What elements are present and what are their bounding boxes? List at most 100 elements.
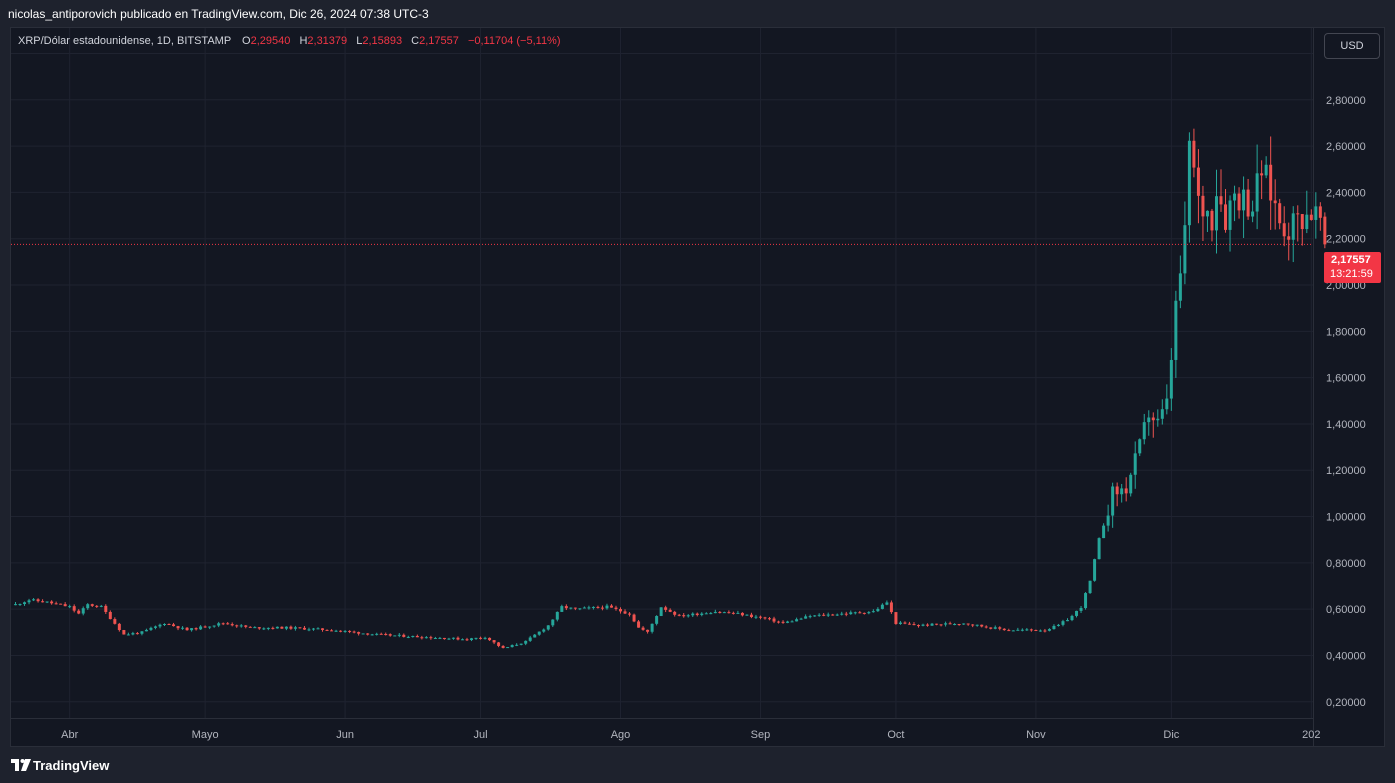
candle-body <box>849 612 853 615</box>
candle <box>298 627 302 629</box>
candle <box>578 608 582 611</box>
candle-body <box>275 626 279 629</box>
currency-button[interactable]: USD <box>1324 33 1380 59</box>
candle-body <box>921 624 925 626</box>
candle-body <box>573 607 577 609</box>
candle <box>239 624 243 628</box>
candle-body <box>447 638 451 640</box>
candle <box>415 634 419 638</box>
candle-body <box>1174 300 1178 360</box>
candle <box>424 636 428 639</box>
candle-body <box>393 635 397 637</box>
candle <box>1133 441 1137 489</box>
candle-body <box>54 603 58 605</box>
change-value: −0,11704 (−5,11%) <box>467 35 561 47</box>
candle-body <box>510 645 514 648</box>
candle-body <box>560 606 564 612</box>
candle-body <box>1097 538 1101 560</box>
candle <box>334 629 338 632</box>
candle-body <box>768 618 772 620</box>
candle <box>849 610 853 615</box>
candle <box>1196 149 1200 224</box>
candle <box>217 621 221 628</box>
candle-body <box>433 638 437 640</box>
candle-body <box>81 608 85 614</box>
candle <box>104 604 108 615</box>
symbol-name[interactable]: XRP/Dólar estadounidense, 1D, BITSTAMP <box>18 35 231 47</box>
candle-body <box>944 623 948 625</box>
brand-name[interactable]: TradingView <box>33 758 110 773</box>
last-price-badge: 2,17557 13:21:59 <box>1324 252 1381 283</box>
candle <box>167 623 171 626</box>
candle <box>885 600 889 606</box>
candle <box>804 614 808 619</box>
candle-body <box>501 645 505 648</box>
candle <box>1300 214 1304 246</box>
candle-body <box>1147 417 1151 423</box>
tradingview-logo-icon[interactable] <box>10 757 32 773</box>
candle <box>1061 619 1065 627</box>
candle <box>262 627 266 631</box>
price-tick-label: 1,60000 <box>1326 373 1366 385</box>
candle <box>492 640 496 645</box>
candlestick-chart[interactable]: 3,000002,800002,600002,400002,200002,000… <box>11 28 1384 746</box>
candle-body <box>194 628 198 630</box>
candle-body <box>1264 164 1268 176</box>
candle-body <box>379 633 383 635</box>
candle <box>293 625 297 631</box>
candle-body <box>239 625 243 627</box>
candle <box>1228 195 1232 252</box>
candle <box>54 601 58 605</box>
candle <box>1273 179 1277 230</box>
candle-body <box>731 612 735 614</box>
candle-body <box>221 623 225 625</box>
candle <box>957 623 961 626</box>
candle-body <box>424 637 428 639</box>
candle-body <box>1287 236 1291 240</box>
candle-body <box>1111 486 1115 516</box>
candle-body <box>153 626 157 628</box>
candle-body <box>420 637 424 639</box>
candle <box>948 621 952 625</box>
candle <box>758 615 762 620</box>
candle <box>1034 629 1038 631</box>
candle <box>1318 202 1322 231</box>
candle <box>153 625 157 630</box>
candle <box>628 612 632 617</box>
candle <box>623 609 627 615</box>
candle-body <box>984 626 988 628</box>
candle <box>822 612 826 617</box>
candle-body <box>691 613 695 616</box>
candle <box>321 628 325 632</box>
candle-body <box>844 613 848 615</box>
candle-body <box>217 623 221 626</box>
candle-body <box>307 629 311 631</box>
candle <box>18 603 22 606</box>
candle-body <box>889 602 893 613</box>
candle-body <box>370 634 374 636</box>
candle <box>912 622 916 626</box>
candle-body <box>786 621 790 623</box>
chart-pane[interactable]: 3,000002,800002,600002,400002,200002,000… <box>10 27 1385 747</box>
candle-body <box>140 631 144 634</box>
candle <box>366 633 370 636</box>
symbol-legend[interactable]: XRP/Dólar estadounidense, 1D, BITSTAMP O… <box>18 35 567 47</box>
candle-body <box>108 611 112 620</box>
candle <box>325 629 329 631</box>
candle <box>1011 630 1015 632</box>
candle <box>1210 208 1214 242</box>
candle-body <box>1314 206 1318 220</box>
candle <box>108 610 112 620</box>
candle <box>980 624 984 628</box>
candle <box>1269 136 1273 230</box>
candle <box>158 623 162 629</box>
candle-body <box>700 613 704 615</box>
time-tick-label: Ago <box>611 729 631 741</box>
candle-body <box>673 611 677 615</box>
candle <box>32 598 36 602</box>
candle <box>244 625 248 629</box>
candle-body <box>1305 214 1309 230</box>
candle-body <box>95 605 99 607</box>
candle <box>546 625 550 631</box>
candle <box>316 627 320 630</box>
